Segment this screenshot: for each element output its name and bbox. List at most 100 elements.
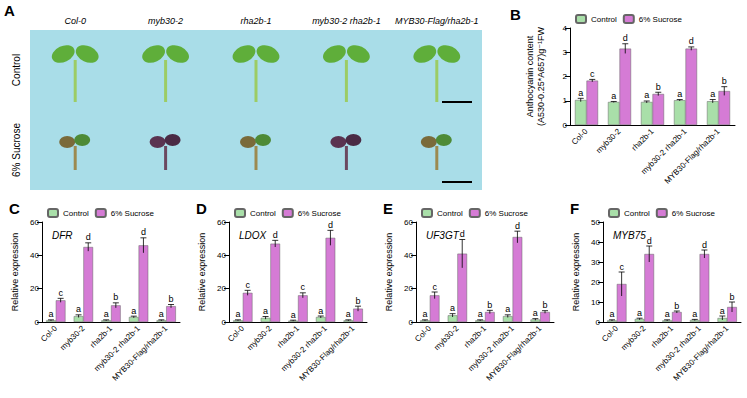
- svg-text:MYB30-Flag/rha2b-1: MYB30-Flag/rha2b-1: [485, 323, 544, 382]
- svg-text:rha2b-1: rha2b-1: [88, 323, 114, 349]
- svg-text:myb30-2 rha2b-1: myb30-2 rha2b-1: [92, 323, 142, 373]
- svg-text:DFR: DFR: [52, 230, 73, 241]
- svg-text:40: 40: [217, 251, 226, 260]
- svg-text:b: b: [356, 296, 361, 306]
- svg-text:myb30-2: myb30-2: [432, 323, 461, 352]
- svg-text:myb30-2: myb30-2: [245, 323, 274, 352]
- svg-text:3: 3: [563, 48, 568, 57]
- svg-text:60: 60: [404, 218, 413, 227]
- svg-text:MYB75: MYB75: [613, 230, 646, 241]
- svg-text:myb30-2 rha2b-1: myb30-2 rha2b-1: [466, 323, 516, 373]
- svg-text:a: a: [677, 89, 682, 99]
- svg-text:Anthocyanin content: Anthocyanin content: [525, 35, 535, 117]
- svg-text:6% Sucrose: 6% Sucrose: [298, 209, 342, 218]
- svg-text:myb30-2 rha2b-1: myb30-2 rha2b-1: [312, 16, 381, 26]
- svg-text:c: c: [619, 262, 624, 272]
- svg-text:UF3GT: UF3GT: [426, 230, 460, 241]
- svg-text:10: 10: [591, 298, 600, 307]
- svg-text:Control: Control: [591, 15, 617, 24]
- svg-text:a: a: [159, 309, 164, 319]
- svg-text:rha2b-1: rha2b-1: [275, 323, 301, 349]
- svg-text:B: B: [510, 6, 521, 23]
- svg-text:c: c: [301, 282, 306, 292]
- svg-text:40: 40: [591, 238, 600, 247]
- svg-text:a: a: [346, 309, 351, 319]
- svg-text:Col-0: Col-0: [39, 323, 59, 343]
- svg-text:myb30-2: myb30-2: [619, 323, 648, 352]
- svg-text:d: d: [328, 220, 333, 230]
- svg-text:Relative expression: Relative expression: [10, 233, 20, 312]
- svg-text:Relative expression: Relative expression: [571, 233, 581, 312]
- svg-text:20: 20: [217, 284, 226, 293]
- svg-text:a: a: [450, 303, 455, 313]
- svg-text:myb30-2: myb30-2: [148, 16, 183, 26]
- svg-text:MYB30-Flag/rha2b-1: MYB30-Flag/rha2b-1: [111, 323, 170, 382]
- svg-text:a: a: [478, 309, 483, 319]
- svg-text:a: a: [318, 306, 323, 316]
- svg-text:a: a: [720, 306, 725, 316]
- svg-text:D: D: [196, 200, 207, 217]
- svg-text:E: E: [383, 200, 393, 217]
- svg-text:a: a: [644, 90, 649, 100]
- svg-text:0: 0: [596, 318, 601, 327]
- svg-text:60: 60: [217, 218, 226, 227]
- svg-text:MYB30-Flag/rha2b-1: MYB30-Flag/rha2b-1: [395, 16, 479, 26]
- svg-text:rha2b-1: rha2b-1: [240, 16, 271, 26]
- svg-text:(A530-0.25*A657)g⁻¹FW: (A530-0.25*A657)g⁻¹FW: [536, 27, 546, 126]
- svg-text:b: b: [674, 301, 679, 311]
- svg-text:6% Sucrose: 6% Sucrose: [485, 209, 529, 218]
- svg-text:MYB30-Flag/rha2b-1: MYB30-Flag/rha2b-1: [672, 323, 731, 382]
- svg-text:myb30-2 rha2b-1: myb30-2 rha2b-1: [279, 323, 329, 373]
- svg-text:myb30-2: myb30-2: [58, 323, 87, 352]
- svg-text:a: a: [48, 309, 53, 319]
- svg-text:a: a: [609, 309, 614, 319]
- svg-text:0: 0: [409, 318, 414, 327]
- svg-text:1: 1: [563, 96, 568, 105]
- svg-text:d: d: [141, 227, 146, 237]
- svg-text:a: a: [235, 309, 240, 319]
- svg-text:d: d: [460, 229, 465, 239]
- svg-text:d: d: [273, 230, 278, 240]
- svg-text:rha2b-1: rha2b-1: [630, 126, 656, 152]
- svg-text:a: a: [76, 304, 81, 314]
- svg-text:a: a: [578, 88, 583, 98]
- svg-text:Col-0: Col-0: [570, 126, 590, 146]
- svg-text:60: 60: [30, 218, 39, 227]
- svg-text:Col-0: Col-0: [413, 323, 433, 343]
- svg-text:Col-0: Col-0: [600, 323, 620, 343]
- svg-text:a: a: [533, 308, 538, 318]
- svg-text:a: a: [665, 309, 670, 319]
- svg-text:Control: Control: [11, 54, 22, 86]
- svg-text:c: c: [245, 280, 250, 290]
- svg-text:d: d: [689, 36, 694, 46]
- svg-text:a: a: [637, 308, 642, 318]
- svg-text:6% Sucrose: 6% Sucrose: [672, 209, 716, 218]
- svg-text:a: a: [263, 306, 268, 316]
- svg-text:Relative expression: Relative expression: [197, 233, 207, 312]
- svg-text:20: 20: [30, 284, 39, 293]
- svg-text:6% Sucrose: 6% Sucrose: [639, 15, 683, 24]
- svg-text:Relative expression: Relative expression: [384, 233, 394, 312]
- svg-text:a: a: [291, 310, 296, 320]
- svg-text:d: d: [515, 221, 520, 231]
- svg-text:2: 2: [563, 72, 568, 81]
- svg-text:c: c: [58, 288, 63, 298]
- svg-text:A: A: [4, 2, 15, 19]
- svg-text:myb30-2 rha2b-1: myb30-2 rha2b-1: [653, 323, 703, 373]
- svg-text:MYB30-Flag/rha2b-1: MYB30-Flag/rha2b-1: [663, 126, 722, 185]
- svg-text:b: b: [656, 82, 661, 92]
- svg-text:a: a: [692, 309, 697, 319]
- svg-text:20: 20: [591, 278, 600, 287]
- svg-text:40: 40: [404, 251, 413, 260]
- svg-text:d: d: [86, 232, 91, 242]
- svg-text:a: a: [505, 304, 510, 314]
- svg-text:0: 0: [35, 318, 40, 327]
- svg-text:c: c: [590, 69, 595, 79]
- svg-text:40: 40: [30, 251, 39, 260]
- svg-text:Control: Control: [250, 209, 276, 218]
- svg-text:b: b: [487, 300, 492, 310]
- svg-text:a: a: [422, 309, 427, 319]
- svg-text:rha2b-1: rha2b-1: [462, 323, 488, 349]
- svg-text:Control: Control: [63, 209, 89, 218]
- svg-text:F: F: [570, 200, 579, 217]
